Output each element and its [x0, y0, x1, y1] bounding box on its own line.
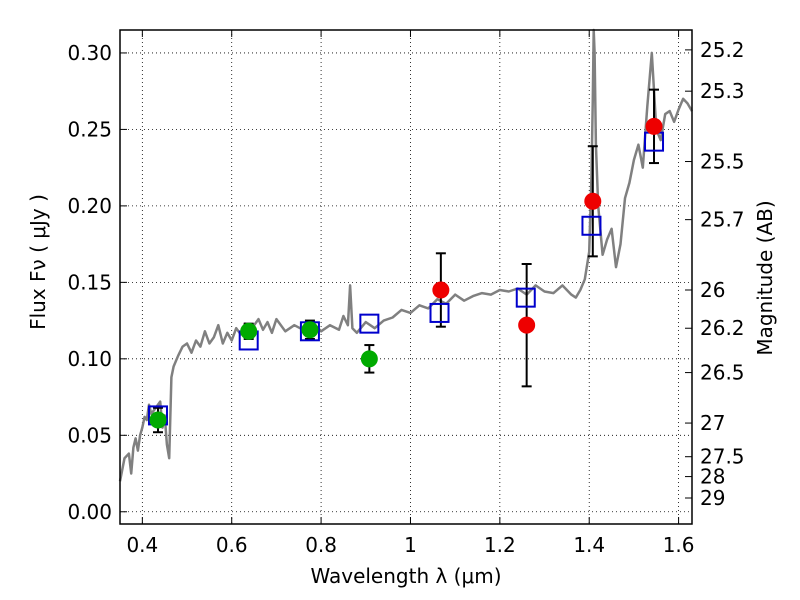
model-photometry-square [359, 313, 380, 334]
axis-ticks: 0.4 0.6 0.8 1 1.2 1.4 1.6 0.00 0.05 0.10 0.15 0.20 0… [67, 30, 745, 557]
right-tick-label: 25.5 [700, 150, 745, 174]
right-tick-label: 26.2 [700, 316, 745, 340]
model-photometry-square [515, 287, 536, 308]
observed-flux-point [240, 322, 258, 340]
x-tick-label: 1.6 [663, 533, 695, 557]
observed-flux-point [301, 321, 319, 339]
y-tick-label: 0.15 [67, 270, 112, 294]
data-points [147, 88, 665, 434]
x-tick-label: 1.4 [573, 533, 605, 557]
model-spectrum [118, 28, 694, 482]
x-tick-label: 0.6 [216, 533, 248, 557]
plot-frame [119, 29, 693, 525]
right-tick-label: 26 [700, 278, 725, 302]
observed-flux-point [149, 411, 167, 429]
spectrum-line [118, 28, 694, 482]
right-tick-label: 27.5 [700, 445, 745, 469]
model-photometry-square [581, 215, 602, 236]
right-tick-label: 25.2 [700, 38, 745, 62]
right-tick-label: 29 [700, 486, 725, 510]
observed-flux-point [360, 350, 378, 368]
right-tick-label: 25.7 [700, 208, 745, 232]
x-tick-label: 1.2 [484, 533, 516, 557]
y-tick-label: 0.10 [67, 347, 112, 371]
x-tick-label: 0.8 [305, 533, 337, 557]
right-axis-label: Magnitude (AB) [753, 200, 777, 355]
observed-flux-point [645, 117, 663, 135]
y-tick-label: 0.05 [67, 423, 112, 447]
x-axis-label: Wavelength λ (μm) [310, 564, 501, 588]
observed-flux-point [584, 192, 602, 210]
y-tick-label: 0.25 [67, 117, 112, 141]
grid-lines [120, 30, 692, 524]
observed-flux-point [432, 281, 450, 299]
y-tick-label: 0.30 [67, 41, 112, 65]
right-tick-label: 25.3 [700, 79, 745, 103]
right-tick-label: 27 [700, 411, 725, 435]
y-tick-label: 0.00 [67, 500, 112, 524]
y-tick-label: 0.20 [67, 194, 112, 218]
y-axis-label: Flux Fν ( μJy ) [26, 194, 50, 330]
observed-flux-point [518, 316, 536, 334]
model-photometry-square [429, 302, 450, 323]
x-tick-label: 1 [404, 533, 417, 557]
x-tick-label: 0.4 [126, 533, 158, 557]
right-tick-label: 26.5 [700, 361, 745, 385]
right-tick-label: 28 [700, 465, 725, 489]
